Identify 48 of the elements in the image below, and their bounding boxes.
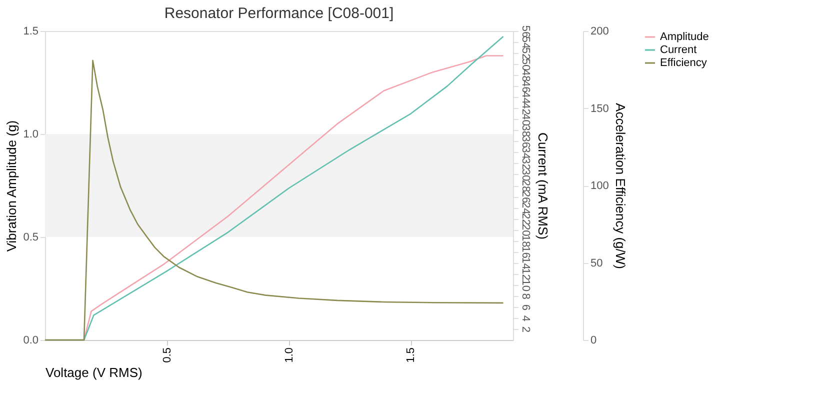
y2-tick-label: 40 <box>520 114 532 126</box>
y-axis-title: Vibration Amplitude (g) <box>4 120 20 252</box>
legend-label: Current <box>660 44 697 56</box>
y2-tick-label: 8 <box>520 293 532 300</box>
y2-tick-label: 32 <box>520 158 532 170</box>
y2-tick-label: 42 <box>520 102 532 115</box>
y2-tick-label: 26 <box>520 190 532 204</box>
y2-tick-label: 20 <box>520 224 532 236</box>
y2-tick-label: 6 <box>520 304 532 310</box>
y2-tick-label: 4 <box>520 315 532 322</box>
y-tick-label: 1.5 <box>23 26 38 38</box>
y2-tick-label: 44 <box>520 92 532 104</box>
y3-axis-title: Acceleration Efficiency (g/W) <box>612 103 628 269</box>
y2-tick-label: 48 <box>520 70 532 82</box>
y3-tick-label: 200 <box>590 26 609 38</box>
y2-tick-label: 50 <box>520 58 532 71</box>
y2-axis-title: Current (mA RMS) <box>536 132 550 240</box>
y2-tick-label: 46 <box>520 80 532 93</box>
y2-tick-label: 34 <box>520 146 532 160</box>
x-tick-label: 0.5 <box>161 348 174 363</box>
y2-tick-label: 22 <box>520 212 532 226</box>
y2-tick-label: 18 <box>520 235 532 248</box>
y2-tick-label: 36 <box>520 136 532 148</box>
y-tick-label: 0.5 <box>23 232 38 244</box>
y2-tick-label: 28 <box>520 180 532 192</box>
y2-tick-label: 54 <box>520 36 532 49</box>
y2-tick-label: 12 <box>520 268 532 280</box>
y2-tick-label: 52 <box>520 47 532 60</box>
y3-tick-label: 0 <box>590 334 597 346</box>
y2-tick-label: 30 <box>520 168 532 182</box>
y2-tick-label: 24 <box>520 202 532 214</box>
y-tick-label: 1.0 <box>23 128 38 140</box>
y2-tick-label: 10 <box>520 279 532 292</box>
x-tick-label: 1.5 <box>405 348 418 363</box>
y2-tick-label: 56 <box>520 25 532 38</box>
x-tick-label: 1.0 <box>283 348 296 363</box>
y3-tick-label: 50 <box>590 257 603 270</box>
legend-label: Efficiency <box>660 57 708 69</box>
y-tick-label: 0.0 <box>23 334 38 346</box>
y2-tick-label: 16 <box>520 246 532 258</box>
legend-label: Amplitude <box>660 31 709 43</box>
y3-tick-label: 150 <box>590 102 609 115</box>
y2-tick-label: 2 <box>520 326 532 333</box>
chart-title: Resonator Performance [C08-001] <box>164 4 394 22</box>
y2-tick-label: 38 <box>520 124 532 137</box>
x-axis-title: Voltage (V RMS) <box>46 364 142 380</box>
y3-tick-label: 100 <box>590 180 609 192</box>
y2-tick-label: 14 <box>520 257 532 270</box>
